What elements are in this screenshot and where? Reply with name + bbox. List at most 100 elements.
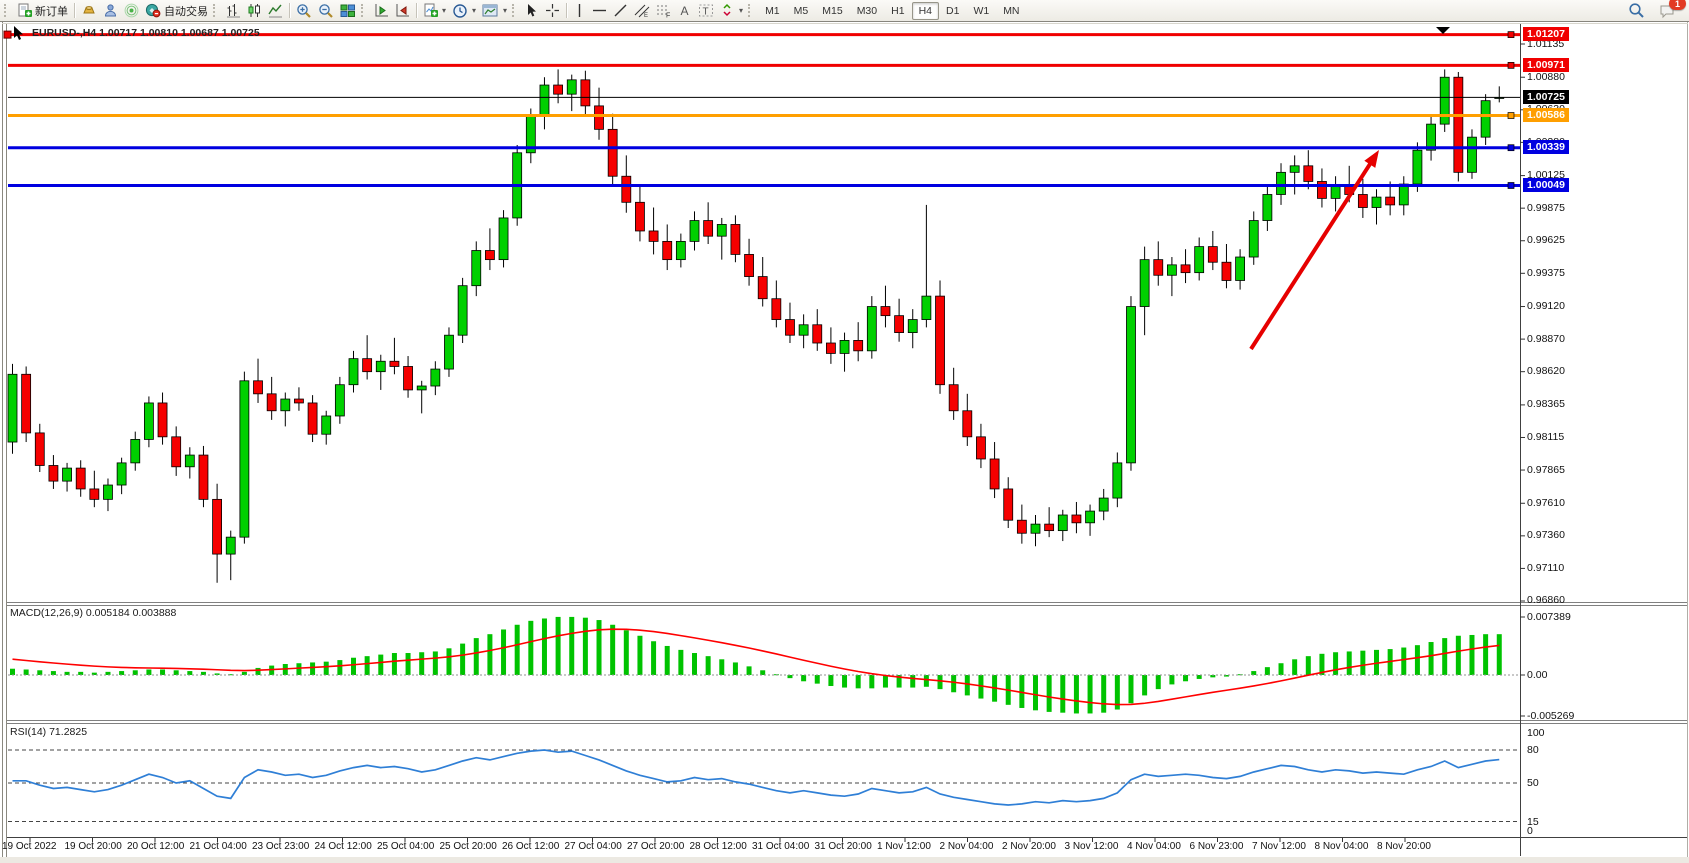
- chart-area[interactable]: [7, 22, 1520, 838]
- price-tick-label: 1.00125: [1527, 169, 1565, 182]
- cursor-tool-button[interactable]: [522, 1, 542, 20]
- price-tick-label: 1.01135: [1527, 37, 1565, 50]
- price-tick-label: 0.99625: [1527, 234, 1565, 247]
- toolbar: 新订单 自动交易: [0, 0, 1689, 22]
- timeframe-m15[interactable]: M15: [822, 4, 843, 17]
- window-bottom-edge: [0, 857, 1689, 863]
- horizontal-line-tool[interactable]: [589, 1, 610, 20]
- price-tick-label: 0.98365: [1527, 398, 1565, 411]
- new-order-label: 新订单: [35, 5, 68, 18]
- price-tick-label: 0.97110: [1527, 561, 1565, 574]
- gold-ingot-icon: [83, 6, 95, 14]
- time-label: 19 Oct 2022: [2, 841, 57, 852]
- macd-axis-label: 0.007389: [1527, 611, 1571, 623]
- price-tick-label: 0.98620: [1527, 365, 1565, 378]
- autotrading-button[interactable]: 自动交易: [142, 1, 211, 20]
- cursor-icon: [528, 4, 537, 17]
- new-order-button[interactable]: 新订单: [14, 1, 71, 20]
- support-button[interactable]: [100, 1, 121, 20]
- price-tick-label: 0.97865: [1527, 463, 1565, 476]
- templates-dropdown[interactable]: ▾: [479, 1, 510, 20]
- notification-badge: 1: [1669, 0, 1686, 10]
- autotrading-icon: [145, 3, 161, 18]
- price-tick-label: 0.97360: [1527, 529, 1565, 542]
- timeframe-m1[interactable]: M1: [765, 4, 780, 17]
- new-chart-dropdown[interactable]: ▾: [420, 1, 449, 20]
- price-tick-label: 1.00880: [1527, 70, 1565, 83]
- svg-text:A: A: [681, 4, 689, 18]
- time-label: 19 Oct 20:00: [64, 841, 122, 852]
- trendline-icon: [614, 4, 627, 17]
- horizontal-line-icon: [593, 9, 607, 12]
- macd-axis-label: 0.00: [1527, 669, 1548, 681]
- bar-chart-icon: [227, 4, 240, 18]
- timeframe-m30[interactable]: M30: [856, 4, 878, 17]
- line-chart-button[interactable]: [265, 1, 286, 20]
- auto-scroll-button[interactable]: [371, 1, 392, 20]
- time-label: 4 Nov 04:00: [1127, 841, 1181, 852]
- zoom-in-button[interactable]: [293, 1, 315, 20]
- template-icon: [482, 4, 498, 17]
- chart-shift-button[interactable]: [392, 1, 413, 20]
- time-label: 3 Nov 12:00: [1064, 841, 1119, 852]
- time-label: 31 Oct 20:00: [814, 841, 872, 852]
- rsi-axis-label: 80: [1527, 744, 1539, 756]
- timeframe-h4[interactable]: H4: [911, 1, 939, 20]
- vertical-line-tool[interactable]: [570, 1, 589, 20]
- timeframe-d1[interactable]: D1: [946, 4, 960, 17]
- time-label: 7 Nov 12:00: [1252, 841, 1306, 852]
- autotrading-label: 自动交易: [164, 5, 208, 18]
- auto-scroll-icon: [375, 4, 388, 17]
- chat-button[interactable]: 1: [1656, 0, 1686, 20]
- bar-chart-button[interactable]: [223, 1, 244, 20]
- timeframe-h1[interactable]: H1: [891, 4, 905, 17]
- price-tick-label: 0.99375: [1527, 266, 1565, 279]
- price-badge: 1.01207: [1523, 27, 1569, 42]
- arrows-dropdown[interactable]: ▾: [717, 1, 746, 20]
- time-label: 28 Oct 12:00: [689, 841, 747, 852]
- rsi-axis-label: 100: [1527, 727, 1545, 739]
- time-label: 8 Nov 04:00: [1314, 841, 1369, 852]
- line-chart-icon: [268, 4, 282, 18]
- candlestick-chart-button[interactable]: [244, 1, 265, 20]
- chart-shift-icon: [396, 4, 409, 17]
- price-tick-label: 0.99120: [1527, 300, 1565, 313]
- time-label: 26 Oct 12:00: [502, 841, 560, 852]
- text-label-icon: T: [699, 4, 714, 18]
- trendline-tool[interactable]: [610, 1, 631, 20]
- svg-text:F: F: [666, 13, 670, 19]
- equidistant-channel-tool[interactable]: E: [631, 1, 653, 20]
- rsi-axis-label: 0: [1527, 825, 1533, 837]
- time-label: 27 Oct 20:00: [627, 841, 685, 852]
- clock-icon: [453, 3, 467, 18]
- signals-button[interactable]: [121, 1, 142, 20]
- dropdown-caret: ▾: [442, 6, 447, 15]
- periods-dropdown[interactable]: ▾: [449, 1, 479, 20]
- zoom-out-icon: [319, 3, 333, 18]
- timeframe-w1[interactable]: W1: [973, 4, 990, 17]
- price-tick-label: 1.00630: [1527, 103, 1565, 116]
- tile-windows-button[interactable]: [337, 1, 359, 20]
- time-label: 8 Nov 20:00: [1377, 841, 1431, 852]
- price-badge: 1.00049: [1523, 177, 1569, 192]
- text-tool[interactable]: A: [675, 1, 695, 20]
- time-label: 2 Nov 04:00: [939, 841, 994, 852]
- fibonacci-tool[interactable]: F: [653, 1, 675, 20]
- crosshair-tool-button[interactable]: [542, 1, 563, 20]
- deposit-button[interactable]: [78, 1, 100, 20]
- text-label-tool[interactable]: T: [695, 1, 717, 20]
- text-icon: A: [681, 4, 689, 18]
- time-label: 6 Nov 23:00: [1189, 841, 1244, 852]
- zoom-out-button[interactable]: [315, 1, 337, 20]
- timeframe-m5[interactable]: M5: [793, 4, 809, 17]
- svg-text:E: E: [644, 13, 648, 18]
- time-label: 1 Nov 12:00: [877, 841, 931, 852]
- new-chart-icon: [424, 3, 438, 17]
- search-button[interactable]: [1625, 1, 1648, 20]
- rsi-axis-label: 15: [1527, 815, 1539, 828]
- channel-icon: E: [634, 4, 650, 18]
- svg-text:T: T: [703, 7, 709, 18]
- toolbar-grip: [4, 4, 10, 17]
- timeframe-mn[interactable]: MN: [1003, 4, 1020, 17]
